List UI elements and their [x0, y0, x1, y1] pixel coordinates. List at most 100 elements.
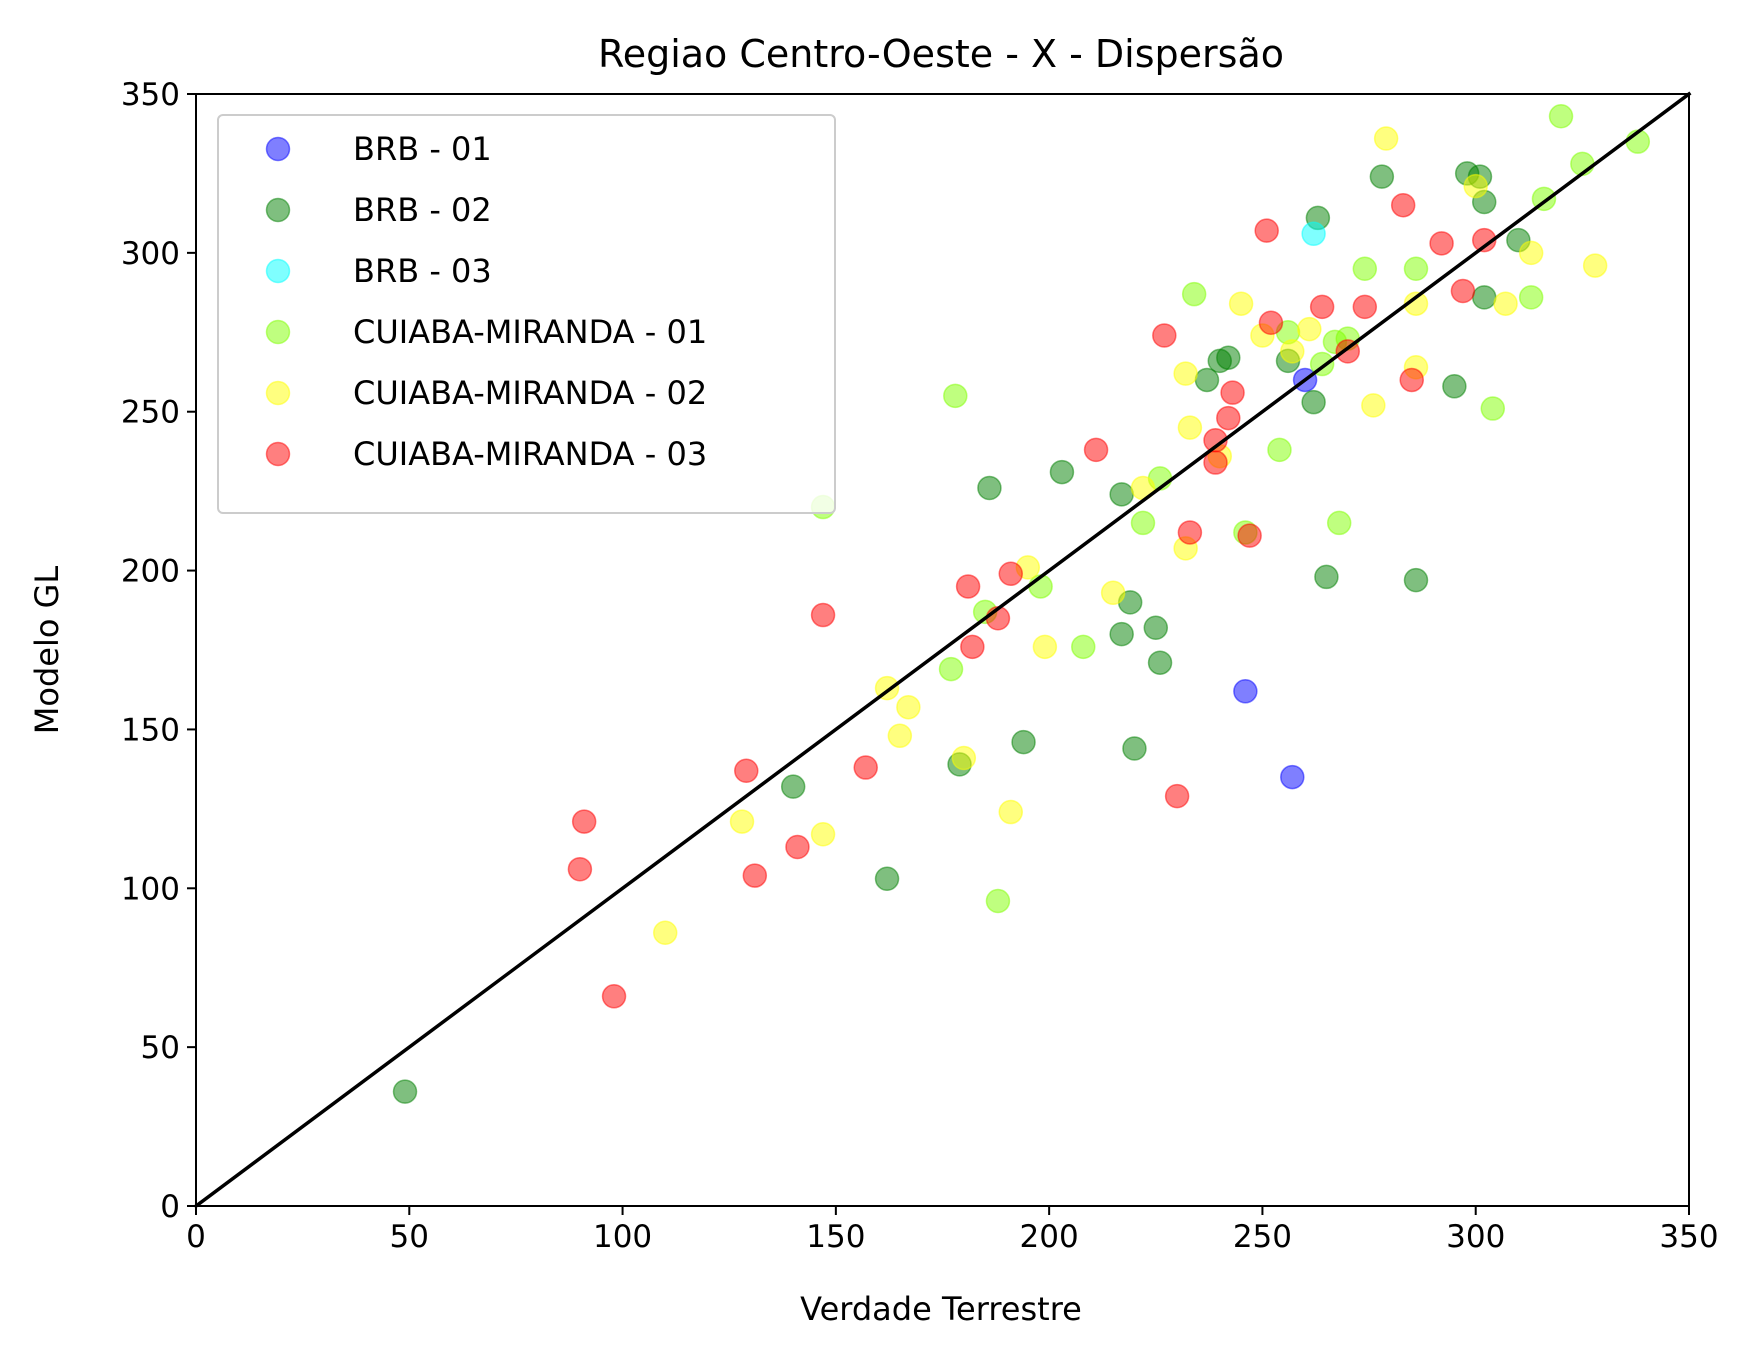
data-point: [998, 799, 1024, 825]
data-point: [1109, 621, 1134, 647]
data-point: [998, 561, 1024, 586]
data-point: [853, 755, 878, 780]
x-tick-label: 350: [1659, 1219, 1718, 1255]
data-point: [1582, 253, 1608, 278]
data-point: [1314, 564, 1339, 590]
y-tick-label: 50: [141, 1030, 180, 1066]
data-point: [1228, 291, 1254, 316]
data-point: [1301, 389, 1326, 415]
series-2: [392, 161, 1531, 1104]
series-3: [1301, 221, 1326, 247]
data-point: [977, 475, 1002, 501]
data-point: [1220, 380, 1245, 405]
legend-marker: [265, 319, 291, 345]
data-point: [1373, 126, 1399, 151]
data-point: [1352, 294, 1378, 320]
y-tick-label: 100: [121, 871, 180, 907]
data-point: [1143, 615, 1169, 641]
data-point: [652, 920, 678, 946]
data-point: [1181, 281, 1207, 307]
data-point: [951, 745, 977, 771]
legend-box: [217, 114, 836, 514]
data-point: [567, 856, 593, 882]
data-point: [1309, 294, 1335, 320]
data-point: [1450, 278, 1476, 304]
legend-marker: [265, 441, 291, 467]
data-point: [1100, 580, 1126, 606]
x-axis-label: Verdade Terrestre: [800, 1290, 1082, 1328]
data-point: [1177, 415, 1203, 440]
data-point: [1122, 736, 1147, 761]
legend-marker: [265, 197, 291, 223]
data-point: [780, 774, 806, 799]
x-tick-label: 300: [1446, 1219, 1505, 1255]
data-point: [1518, 285, 1544, 310]
data-point: [742, 863, 768, 888]
data-point: [1032, 634, 1058, 660]
x-tick-label: 50: [390, 1219, 429, 1255]
data-point: [1233, 679, 1258, 704]
y-tick-label: 300: [121, 236, 180, 272]
data-point: [1403, 291, 1429, 316]
x-tick-label: 250: [1233, 1219, 1292, 1255]
data-point: [1493, 291, 1518, 316]
data-point: [1471, 227, 1497, 253]
legend-label: CUIABA-MIRANDA - 02: [353, 374, 707, 412]
legend-marker: [265, 136, 291, 162]
data-point: [938, 656, 964, 682]
y-tick-label: 0: [160, 1189, 180, 1225]
data-point: [785, 834, 810, 860]
data-point: [1297, 316, 1322, 342]
data-point: [955, 574, 981, 599]
x-tick-label: 100: [593, 1219, 652, 1255]
data-point: [1301, 221, 1326, 247]
data-point: [1326, 510, 1352, 536]
axes-frame: [195, 93, 1690, 1207]
chart-title: Regiao Centro-Oeste - X - Dispersão: [598, 32, 1284, 76]
data-point: [1403, 567, 1429, 593]
data-point: [1280, 764, 1305, 790]
data-point: [1177, 520, 1203, 545]
data-point: [1203, 428, 1228, 453]
x-tick-label: 0: [186, 1219, 206, 1255]
y-tick-label: 250: [121, 395, 180, 431]
x-tick-label: 150: [806, 1219, 865, 1255]
data-point: [1216, 345, 1241, 370]
data-point: [1471, 285, 1497, 310]
data-point: [943, 383, 968, 409]
data-point: [1403, 256, 1429, 281]
data-point: [960, 634, 985, 660]
y-axis-label: Modelo GL: [28, 566, 66, 735]
data-point: [601, 984, 627, 1009]
data-point: [1442, 374, 1467, 399]
data-point: [887, 723, 913, 749]
legend-label: BRB - 01: [353, 130, 492, 168]
data-point: [874, 866, 900, 892]
data-point: [810, 602, 836, 628]
data-point: [1280, 339, 1305, 364]
data-point: [1267, 437, 1292, 463]
legend-marker: [265, 258, 291, 284]
data-point: [896, 694, 921, 720]
data-point: [1369, 164, 1395, 189]
data-point: [1429, 231, 1454, 256]
data-point: [1049, 459, 1075, 485]
y-tick-label: 200: [121, 554, 180, 590]
data-point: [1390, 192, 1416, 218]
data-point: [1399, 367, 1424, 393]
series-6: [567, 192, 1497, 1009]
data-point: [392, 1079, 418, 1104]
data-point: [1011, 729, 1036, 755]
data-point: [1130, 510, 1156, 536]
data-point: [1518, 240, 1544, 266]
y-tick-label: 150: [121, 712, 180, 748]
data-point: [1173, 361, 1198, 386]
y-tick-label: 350: [121, 77, 180, 113]
data-point: [1548, 103, 1574, 129]
data-point: [1254, 218, 1279, 243]
data-point: [1216, 405, 1241, 431]
data-point: [810, 822, 836, 847]
legend-label: BRB - 02: [353, 191, 492, 229]
reference-line: [193, 91, 1692, 1209]
legend-label: CUIABA-MIRANDA - 01: [353, 313, 707, 351]
